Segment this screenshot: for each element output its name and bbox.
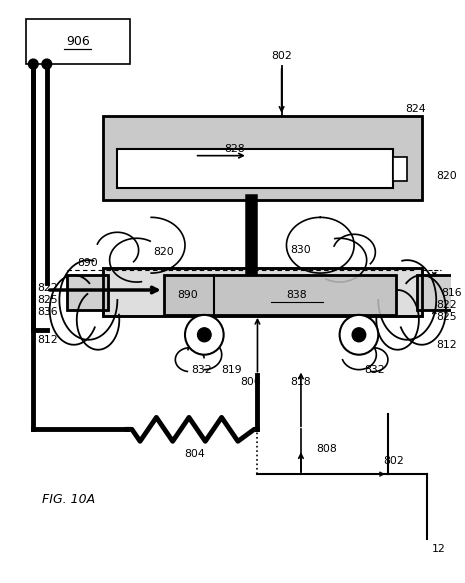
Bar <box>393 157 407 181</box>
Bar <box>417 275 458 310</box>
Bar <box>26 19 130 64</box>
Text: 832: 832 <box>364 364 385 375</box>
Bar <box>103 268 422 316</box>
Text: 890: 890 <box>77 258 98 268</box>
Text: 822: 822 <box>436 300 457 310</box>
Text: 802: 802 <box>383 456 404 466</box>
Bar <box>417 275 458 310</box>
Bar <box>117 149 393 188</box>
Text: 818: 818 <box>291 377 311 387</box>
Bar <box>103 268 422 316</box>
Text: 806: 806 <box>240 377 261 387</box>
Bar <box>67 275 108 310</box>
Text: 820: 820 <box>153 247 174 257</box>
Text: 804: 804 <box>184 449 205 459</box>
Text: 825: 825 <box>436 312 457 322</box>
Bar <box>103 116 422 201</box>
Text: 12: 12 <box>432 544 445 554</box>
Text: 812: 812 <box>37 335 58 345</box>
Circle shape <box>339 315 378 354</box>
Text: 890: 890 <box>178 290 198 300</box>
Text: 816: 816 <box>441 288 462 298</box>
Circle shape <box>42 59 52 69</box>
Text: 819: 819 <box>222 364 242 375</box>
Bar <box>164 275 396 315</box>
Text: 906: 906 <box>66 35 90 48</box>
Bar <box>103 116 422 201</box>
Text: 825: 825 <box>37 295 58 305</box>
Text: 830: 830 <box>291 245 312 255</box>
Circle shape <box>198 328 211 342</box>
Circle shape <box>28 59 38 69</box>
Text: 828: 828 <box>224 143 245 154</box>
Bar <box>67 275 108 310</box>
Circle shape <box>185 315 224 354</box>
Text: 808: 808 <box>316 444 337 454</box>
Text: 812: 812 <box>436 340 457 350</box>
Text: FIG. 10A: FIG. 10A <box>42 493 95 505</box>
Text: 822: 822 <box>37 283 58 293</box>
Text: 836: 836 <box>37 307 58 317</box>
Text: 824: 824 <box>405 104 426 114</box>
Circle shape <box>352 328 365 342</box>
Bar <box>164 275 396 315</box>
Text: 820: 820 <box>436 171 457 181</box>
Text: 838: 838 <box>286 290 306 300</box>
Text: 802: 802 <box>271 51 292 61</box>
Text: 832: 832 <box>192 364 212 375</box>
